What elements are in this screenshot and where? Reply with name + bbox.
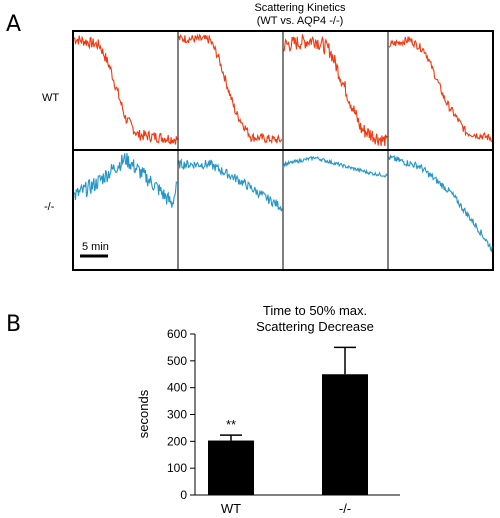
significance-marker: ** (226, 417, 236, 432)
y-ticks: 0 100 200 300 400 500 600 (167, 327, 195, 502)
panel-b-letter: B (6, 312, 22, 337)
bar-1 (208, 440, 254, 495)
y-tick-label: 200 (167, 434, 187, 448)
bars: ** (208, 346, 368, 495)
panel-a-title-line1: Scattering Kinetics (254, 2, 346, 14)
traces-figure: 5 min WT -/- (42, 30, 494, 271)
trace-layer (73, 33, 493, 253)
panel-b-title: Time to 50% max. Scattering Decrease (230, 303, 400, 335)
ko-trace-2 (178, 158, 283, 212)
ko-trace-4 (388, 154, 493, 253)
y-tick-label: 400 (167, 381, 187, 395)
y-tick-label: 600 (167, 327, 187, 341)
y-axis-label: seconds (136, 389, 151, 438)
row-label-ko: -/- (44, 201, 55, 213)
y-tick-label: 100 (167, 461, 187, 475)
panel-b-title-line1: Time to 50% max. (262, 303, 368, 318)
ko-trace-3 (283, 156, 388, 178)
panel-a-letter: A (6, 12, 22, 37)
ko-trace-1 (73, 152, 178, 208)
scale-bar-label: 5 min (82, 241, 109, 253)
panel-b-title-line2: Scattering Decrease (256, 319, 374, 334)
x-tick-label: WT (221, 501, 241, 516)
wt-trace-1 (73, 35, 178, 145)
y-tick-label: 0 (180, 488, 187, 502)
y-tick-label: 500 (167, 354, 187, 368)
y-tick-label: 300 (167, 408, 187, 422)
row-label-wt: WT (42, 92, 59, 104)
x-tick-labels: WT -/- (221, 501, 351, 516)
wt-trace-4 (388, 36, 493, 143)
wt-trace-3 (283, 34, 388, 147)
bar-2 (322, 374, 368, 495)
panel-a-title-line2: (WT vs. AQP4 -/-) (256, 15, 344, 27)
panel-a-title: Scattering Kinetics (WT vs. AQP4 -/-) (220, 2, 380, 28)
x-tick-label: -/- (339, 501, 351, 516)
wt-trace-2 (178, 33, 282, 145)
